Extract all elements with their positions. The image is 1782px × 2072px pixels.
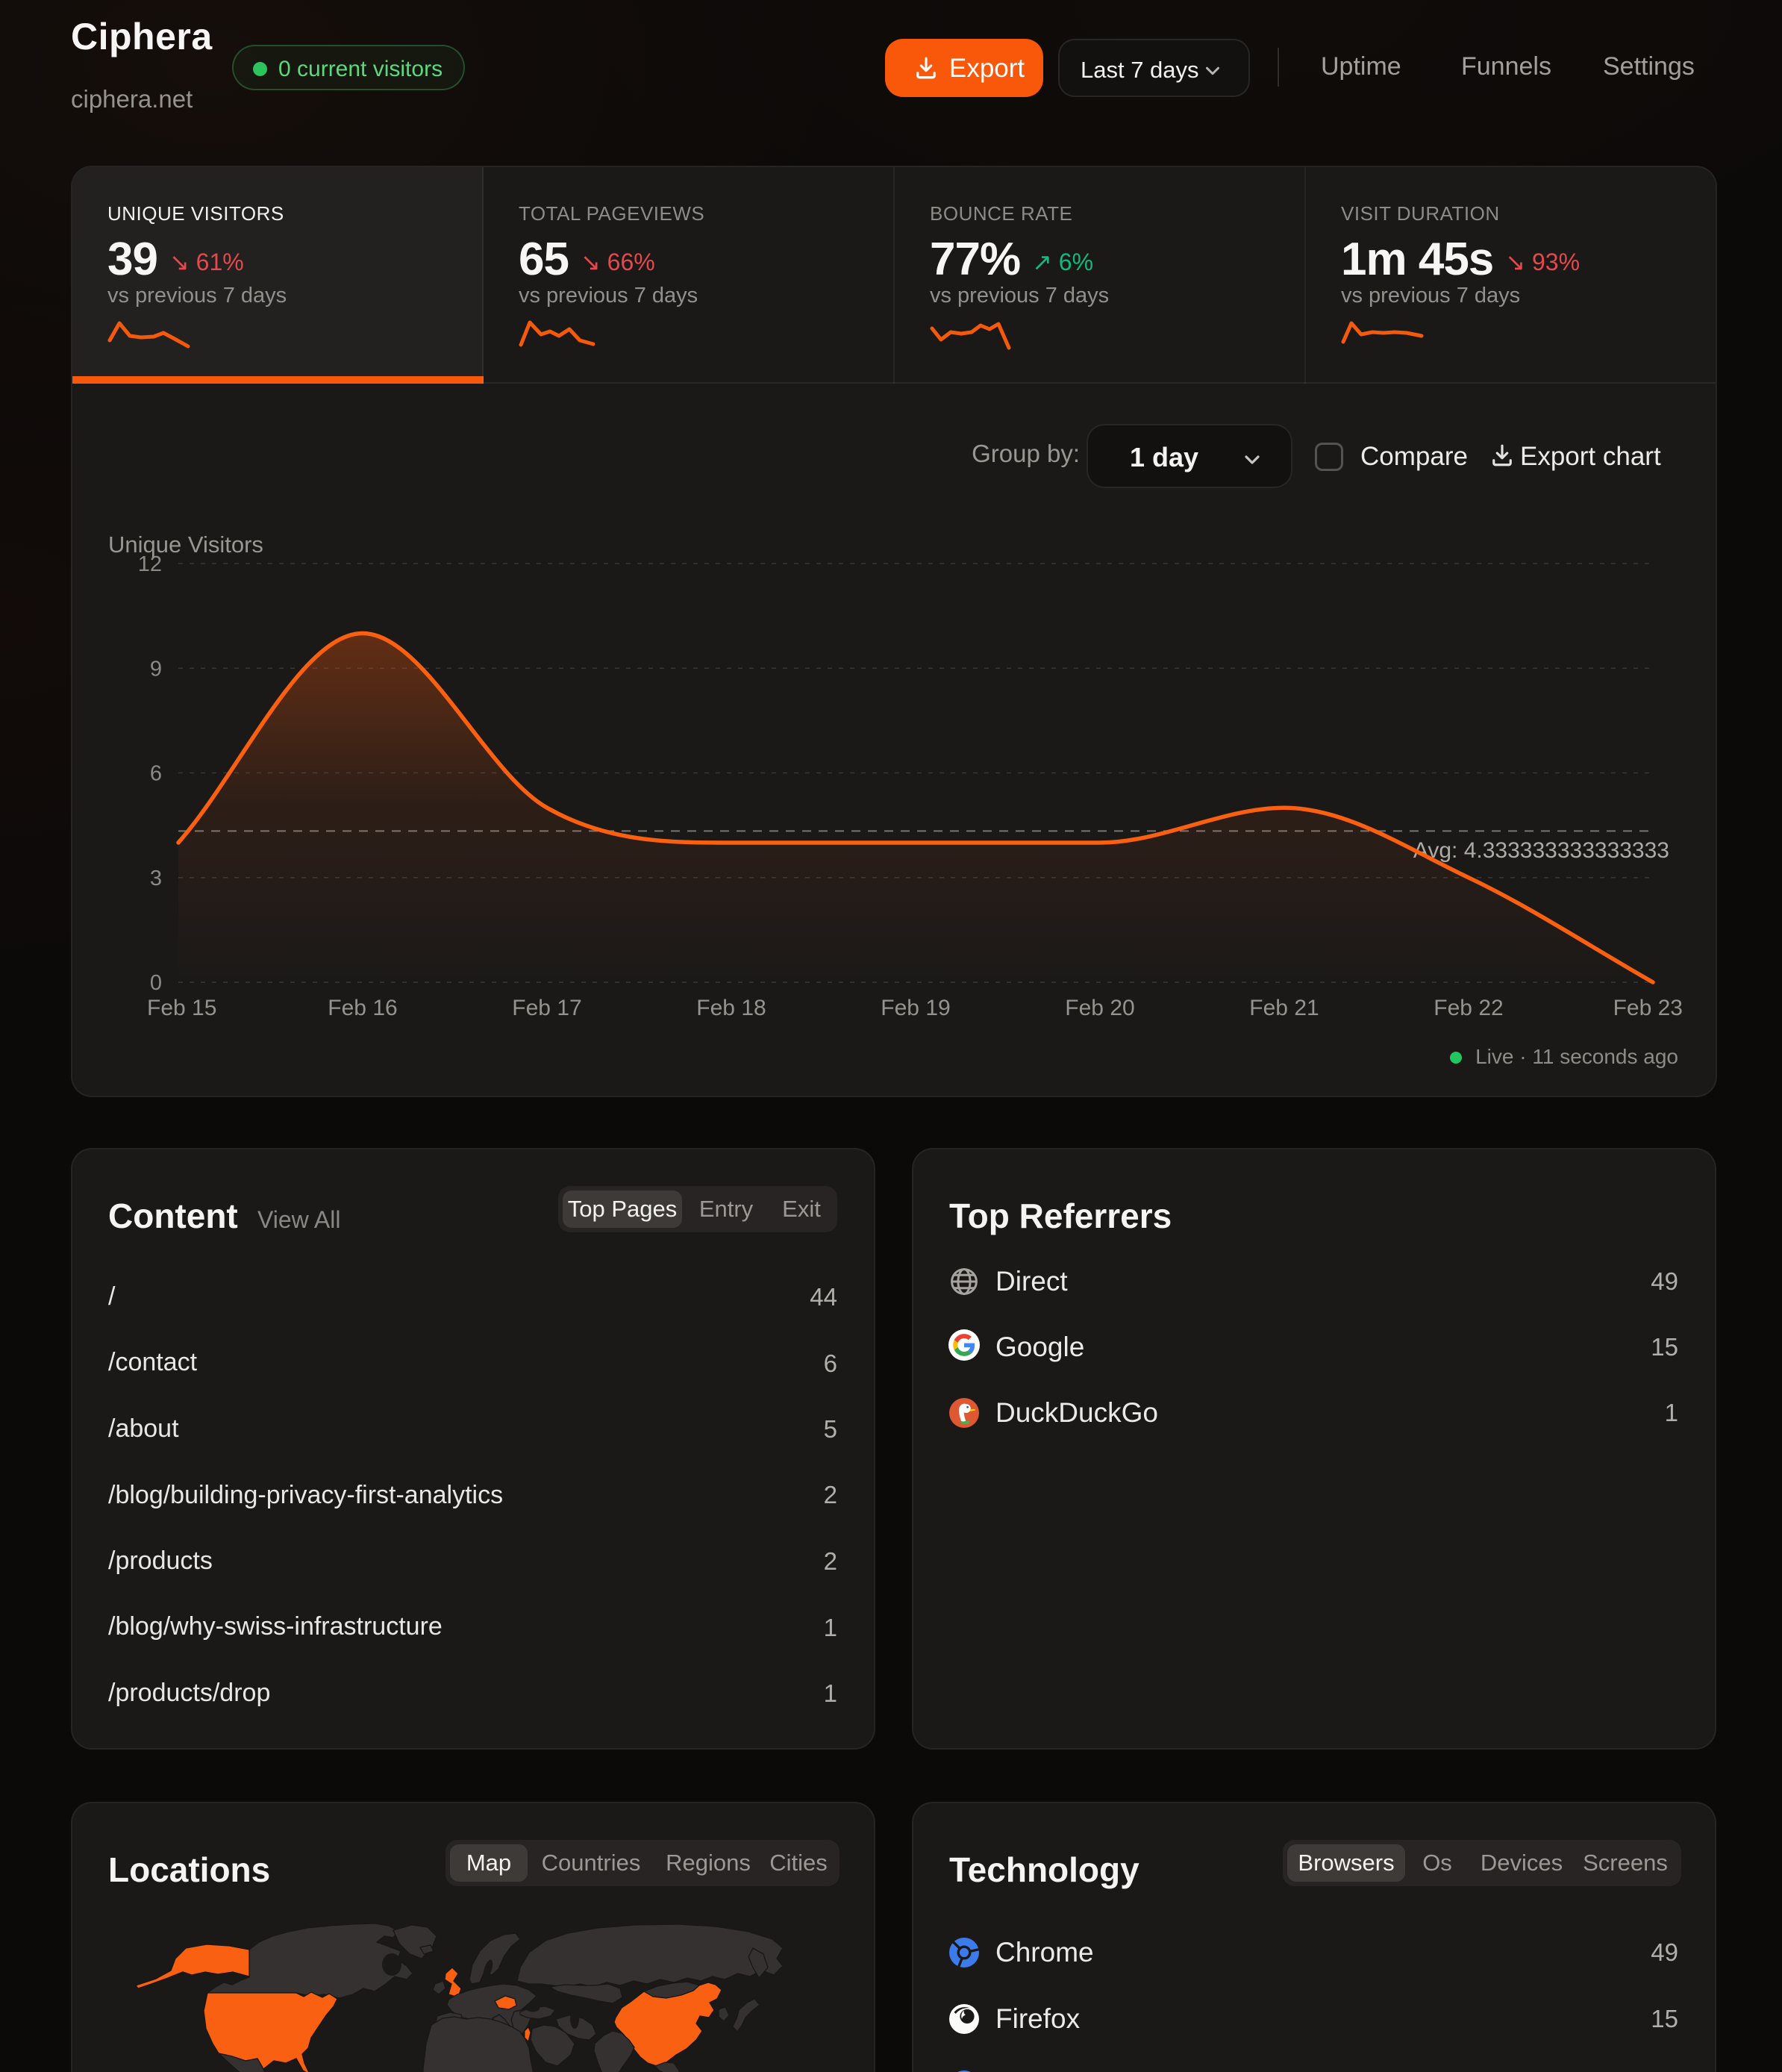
svg-text:Feb 20: Feb 20 [1065,996,1134,1020]
svg-text:Feb 16: Feb 16 [328,996,397,1020]
svg-text:6: 6 [150,762,162,786]
svg-text:3: 3 [150,867,162,890]
svg-text:Feb 15: Feb 15 [147,996,216,1020]
svg-text:Feb 23: Feb 23 [1613,996,1683,1020]
svg-text:9: 9 [150,657,162,681]
svg-text:Feb 19: Feb 19 [881,996,950,1020]
svg-text:Feb 22: Feb 22 [1434,996,1503,1020]
svg-text:Feb 18: Feb 18 [696,996,766,1020]
svg-text:0: 0 [150,971,162,995]
svg-text:Avg: 4.333333333333333: Avg: 4.333333333333333 [1413,838,1669,863]
svg-text:Unique Visitors: Unique Visitors [108,531,263,558]
svg-text:Feb 17: Feb 17 [512,996,581,1020]
svg-text:Feb 21: Feb 21 [1249,996,1319,1020]
svg-text:12: 12 [138,552,162,576]
